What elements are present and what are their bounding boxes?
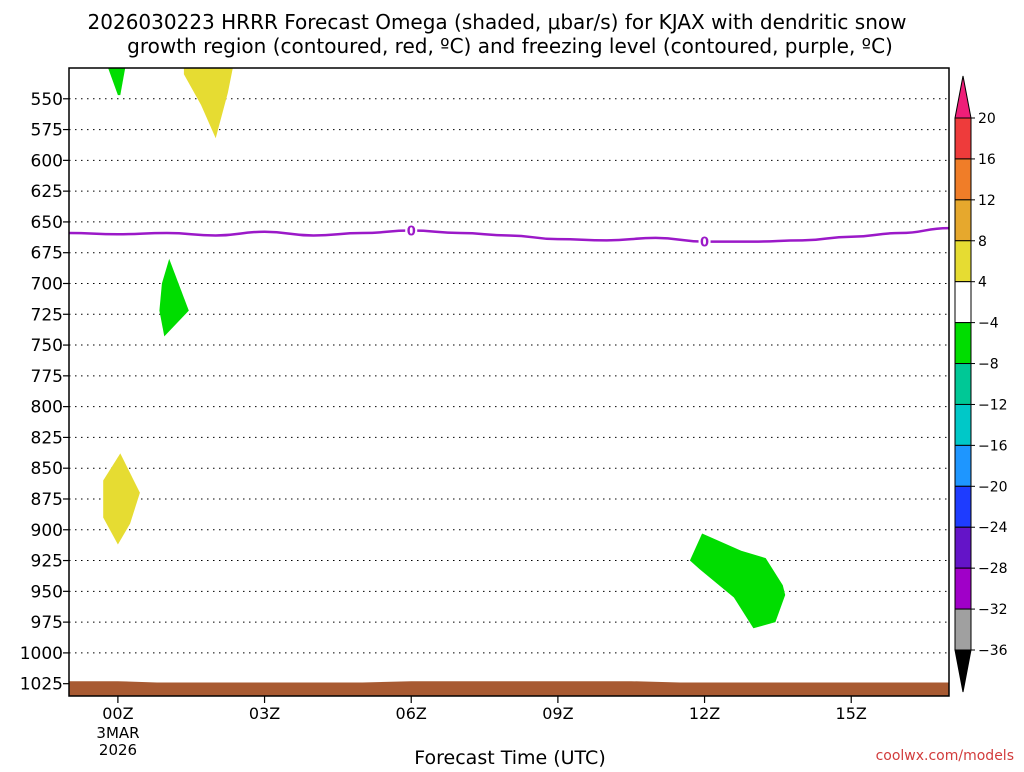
omega-region-green-top-00z bbox=[108, 68, 126, 96]
colorbar-segment bbox=[954, 240, 972, 283]
x-axis-ticks: 00Z 03Z 06Z 09Z 12Z 15Z bbox=[102, 696, 867, 723]
x-tick-label: 06Z bbox=[396, 704, 427, 723]
y-tick-label: 775 bbox=[31, 367, 63, 387]
credit-text: coolwx.com/models bbox=[876, 748, 1014, 764]
y-tick-label: 1025 bbox=[20, 675, 63, 695]
omega-region-yellow-top-02z bbox=[183, 68, 233, 139]
colorbar-segment bbox=[954, 281, 972, 324]
y-tick-label: 800 bbox=[31, 398, 63, 418]
colorbar-label: −28 bbox=[978, 561, 1008, 577]
colorbar-label: 12 bbox=[978, 193, 996, 209]
colorbar-label: −16 bbox=[978, 438, 1008, 454]
colorbar-label: 4 bbox=[978, 275, 987, 291]
colorbar-segment bbox=[954, 526, 972, 569]
x-tick-label: 09Z bbox=[542, 704, 573, 723]
y-tick-label: 1000 bbox=[20, 644, 63, 664]
freezing-level-label: 0 bbox=[700, 236, 709, 251]
x-date-line2: 2026 bbox=[99, 741, 137, 759]
y-tick-label: 825 bbox=[31, 428, 63, 448]
colorbar-top-arrow bbox=[954, 75, 972, 119]
y-axis-ticks: 550 575 600 625 650 675 700 725 750 775 800 825 850 8… bbox=[20, 90, 69, 695]
colorbar-label: −32 bbox=[978, 602, 1008, 618]
y-tick-label: 575 bbox=[31, 121, 63, 141]
omega-shaded-regions bbox=[103, 68, 786, 629]
colorbar-label: −36 bbox=[978, 643, 1008, 659]
colorbar-segment bbox=[954, 403, 972, 446]
colorbar-label: 16 bbox=[978, 152, 996, 168]
colorbar-label: −12 bbox=[978, 397, 1008, 413]
freezing-label-bg bbox=[405, 223, 418, 237]
colorbar-segment bbox=[954, 608, 972, 651]
colorbar-segment bbox=[954, 363, 972, 405]
y-tick-label: 900 bbox=[31, 521, 63, 541]
y-tick-label: 550 bbox=[31, 90, 63, 110]
colorbar-segment bbox=[954, 322, 972, 365]
grid-lines bbox=[69, 98, 949, 685]
y-tick-label: 625 bbox=[31, 182, 63, 202]
colorbar-segment bbox=[954, 199, 972, 242]
colorbar-segment bbox=[954, 485, 972, 528]
chart-title-line2: growth region (contoured, red, ºC) and f… bbox=[127, 34, 893, 58]
y-tick-label: 975 bbox=[31, 613, 63, 633]
y-tick-label: 600 bbox=[31, 151, 63, 171]
omega-region-green-mid-01z bbox=[159, 258, 189, 337]
colorbar: 20 16 12 8 4 −4 −8 −12 −16 −20 −24 −28 −32 −36 bbox=[954, 75, 1008, 693]
colorbar-segment bbox=[954, 567, 972, 610]
y-tick-label: 850 bbox=[31, 459, 63, 479]
x-tick-label: 12Z bbox=[689, 704, 720, 723]
colorbar-label: −20 bbox=[978, 479, 1008, 495]
x-tick-label: 03Z bbox=[249, 704, 280, 723]
terrain-polygon bbox=[69, 681, 949, 696]
y-tick-label: 650 bbox=[31, 213, 63, 233]
y-tick-label: 950 bbox=[31, 582, 63, 602]
y-tick-label: 725 bbox=[31, 305, 63, 325]
x-tick-label: 00Z bbox=[102, 704, 133, 723]
plot-background bbox=[69, 68, 949, 696]
colorbar-label: −8 bbox=[978, 357, 999, 373]
colorbar-segment bbox=[954, 444, 972, 487]
omega-region-green-low-12z bbox=[689, 533, 786, 629]
freezing-level-label: 0 bbox=[407, 225, 416, 240]
y-tick-label: 925 bbox=[31, 552, 63, 572]
y-tick-label: 750 bbox=[31, 336, 63, 356]
freezing-level-line bbox=[68, 226, 950, 243]
colorbar-segment bbox=[954, 117, 972, 160]
omega-region-yellow-low-00z bbox=[103, 453, 140, 545]
colorbar-bottom-arrow bbox=[954, 649, 972, 693]
freezing-level-contour: 00 bbox=[68, 223, 950, 251]
y-tick-label: 875 bbox=[31, 490, 63, 510]
y-tick-label: 675 bbox=[31, 244, 63, 264]
terrain-fill bbox=[69, 681, 949, 696]
x-date-line1: 3MAR bbox=[96, 724, 139, 742]
colorbar-label: 20 bbox=[978, 111, 996, 127]
colorbar-segment bbox=[954, 158, 972, 201]
y-tick-label: 700 bbox=[31, 274, 63, 294]
x-axis-label: Forecast Time (UTC) bbox=[414, 747, 605, 768]
chart-title-line1: 2026030223 HRRR Forecast Omega (shaded, … bbox=[88, 10, 907, 34]
freezing-label-bg bbox=[698, 234, 711, 248]
plot-frame bbox=[68, 67, 950, 697]
colorbar-label: −24 bbox=[978, 520, 1008, 536]
colorbar-label: −4 bbox=[978, 316, 999, 332]
colorbar-label: 8 bbox=[978, 234, 987, 250]
x-tick-label: 15Z bbox=[836, 704, 867, 723]
